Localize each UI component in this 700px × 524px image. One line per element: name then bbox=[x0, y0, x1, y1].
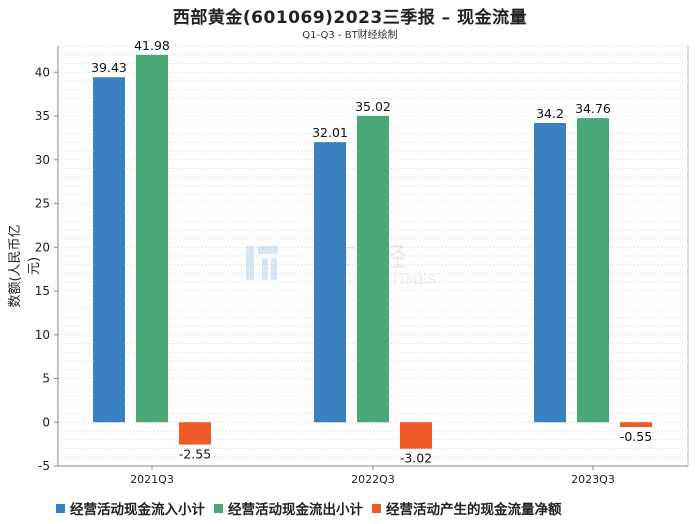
bar bbox=[179, 422, 211, 445]
y-tick-label: 35 bbox=[35, 109, 50, 123]
chart-subtitle: Q1-Q3 - BT财经绘制 bbox=[302, 30, 398, 41]
y-tick-label: 0 bbox=[42, 415, 50, 429]
legend-label-net: 经营活动产生的现金流量净额 bbox=[386, 502, 562, 518]
data-label: 34.76 bbox=[575, 101, 611, 116]
legend-label-inflow: 经营活动现金流入小计 bbox=[70, 502, 205, 518]
data-label: -0.55 bbox=[620, 429, 652, 444]
data-label: 39.43 bbox=[91, 60, 127, 75]
y-tick-label: 40 bbox=[35, 65, 50, 79]
y-tick-label: 15 bbox=[35, 284, 50, 298]
x-tick-label: 2022Q3 bbox=[351, 473, 395, 486]
data-label: 41.98 bbox=[134, 38, 170, 53]
y-tick-label: 25 bbox=[35, 197, 50, 211]
data-labels: 39.43 32.01 34.2 41.98 35.02 34.76 -2.55 -3.02 -… bbox=[91, 38, 652, 466]
bar bbox=[314, 142, 346, 423]
y-tick-label: -5 bbox=[38, 459, 50, 473]
y-tick-label: 10 bbox=[35, 328, 50, 342]
data-label: 32.01 bbox=[312, 125, 348, 140]
legend-item-net[interactable]: 经营活动产生的现金流量净额 bbox=[372, 498, 562, 518]
y-tick-label: 5 bbox=[42, 372, 50, 386]
x-tick-label: 2023Q3 bbox=[571, 473, 615, 486]
legend-item-outflow[interactable]: 经营活动现金流出小计 bbox=[214, 498, 363, 518]
bars bbox=[93, 54, 652, 449]
bar bbox=[534, 123, 566, 423]
watermark-logo-stem1 bbox=[262, 258, 268, 280]
axes: -5 0 5 10 15 20 25 30 35 40 2021Q3 2022Q3 2023Q3 bbox=[35, 46, 689, 486]
bar bbox=[136, 54, 168, 423]
legend: 经营活动现金流入小计 经营活动现金流出小计 经营活动产生的现金流量净额 bbox=[56, 498, 562, 518]
watermark-logo-top bbox=[258, 246, 278, 254]
data-label: -2.55 bbox=[179, 447, 211, 462]
legend-swatch-net bbox=[372, 503, 381, 513]
watermark-logo-bar bbox=[246, 246, 254, 280]
y-tick-label: 20 bbox=[35, 240, 50, 254]
legend-swatch-inflow bbox=[56, 503, 65, 513]
data-label: 34.2 bbox=[536, 106, 564, 121]
bar bbox=[400, 422, 432, 449]
y-tick-label: 30 bbox=[35, 153, 50, 167]
data-label: 35.02 bbox=[355, 99, 391, 114]
chart-title: 西部黄金(601069)2023三季报 – 现金流量 bbox=[172, 8, 528, 28]
bar bbox=[93, 77, 125, 423]
bar bbox=[620, 422, 652, 428]
x-tick-label: 2021Q3 bbox=[130, 473, 174, 486]
watermark-logo-stem2 bbox=[271, 258, 277, 280]
bar bbox=[577, 118, 609, 423]
data-label: -3.02 bbox=[400, 451, 432, 466]
legend-label-outflow: 经营活动现金流出小计 bbox=[228, 502, 363, 518]
legend-item-inflow[interactable]: 经营活动现金流入小计 bbox=[56, 498, 205, 518]
legend-swatch-outflow bbox=[214, 503, 223, 513]
bar bbox=[357, 115, 389, 423]
